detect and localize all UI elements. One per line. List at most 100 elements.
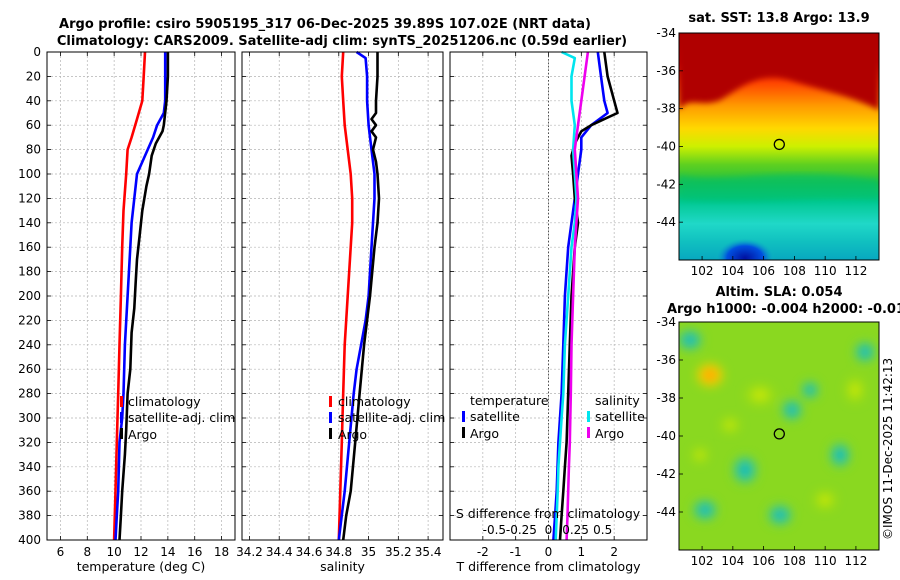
difference-series-s-satellite <box>554 50 578 541</box>
sst-warm-core <box>679 33 879 110</box>
y-tick-label-20: 20 <box>26 69 41 83</box>
figure-title-line1: Argo profile: csiro 5905195_317 06-Dec-2… <box>59 17 591 32</box>
legend-swatch-satellite-adj <box>120 412 123 423</box>
sla_map-x-tick-label-3: 108 <box>783 554 806 568</box>
legend-swatch-climatology-s <box>329 396 332 407</box>
y-tick-label-40: 40 <box>26 94 41 108</box>
legend-title-temperature: temperature <box>470 393 549 408</box>
sst-heatmap <box>679 33 879 260</box>
sla-map-title-line2: Argo h1000: -0.004 h2000: -0.01 <box>667 302 900 317</box>
salinity-series-satellite-adj-clim <box>337 50 376 541</box>
sst_map-y-tick-label-5: -44 <box>656 215 676 229</box>
legend-label-t-argo: Argo <box>470 426 499 441</box>
salinity-x-tick-label-0: 34.2 <box>236 545 263 559</box>
salinity-frame <box>241 51 444 541</box>
sla-argo-marker <box>773 428 785 440</box>
temperature-frame <box>46 51 236 541</box>
sla_map-x-tick-label-0: 102 <box>691 554 714 568</box>
y-tick-label-100: 100 <box>18 167 41 181</box>
salinity-x-tick-label-2: 34.6 <box>296 545 323 559</box>
y-tick-label-280: 280 <box>18 387 41 401</box>
y-tick-label-60: 60 <box>26 118 41 132</box>
s-difference-label: S difference from climatology <box>456 506 641 521</box>
y-tick-label-320: 320 <box>18 435 41 449</box>
y-tick-label-340: 340 <box>18 460 41 474</box>
legend-label-argo: Argo <box>128 427 157 442</box>
sla_map-x-tick-label-2: 106 <box>752 554 775 568</box>
sla_map-y-tick-label-3: -40 <box>656 429 676 443</box>
difference-series-s-argo <box>565 51 590 541</box>
sla_map-x-tick-label-1: 104 <box>721 554 744 568</box>
sla_map-y-tick-label-1: -36 <box>656 353 676 367</box>
y-tick-label-0: 0 <box>33 45 41 59</box>
sst-map-title: sat. SST: 13.8 Argo: 13.9 <box>688 11 869 26</box>
temperature-legend: climatology satellite-adj. clim Argo <box>120 394 235 442</box>
sst_map-x-tick-label-5: 112 <box>844 264 867 278</box>
temperature-x-tick-label-1: 8 <box>83 545 91 559</box>
legend-label-s-argo: Argo <box>595 426 624 441</box>
sst-argo-marker <box>773 138 785 151</box>
temperature-x-tick-label-4: 14 <box>160 545 175 559</box>
legend-swatch-satellite-adj-s <box>329 412 332 423</box>
temperature-x-axis-label: temperature (deg C) <box>77 559 206 574</box>
temperature-x-tick-label-0: 6 <box>57 545 65 559</box>
sst-map-axes: 102 104 106 108 110 112 -34 -36 -38 -40 -42 -44 <box>656 26 867 278</box>
difference-series-t-argo <box>558 51 619 541</box>
legend-label-satellite-adj: satellite-adj. clim <box>128 410 235 425</box>
temperature-series-satellite-adj-clim <box>114 52 167 541</box>
difference-panel: -2 -1 0 1 2T difference from climatology <box>449 50 648 574</box>
salinity-panel: 34.2 34.4 34.6 34.8 35 35.2 35.4 salinity <box>236 50 444 574</box>
sst-cold-eddy <box>715 238 775 260</box>
legend-swatch-argo <box>120 428 123 439</box>
sst_map-x-tick-label-2: 106 <box>752 264 775 278</box>
sst_map-y-tick-label-4: -42 <box>656 177 676 191</box>
s-diff-tick-label-0: -0.5 <box>483 523 506 537</box>
sla-map-axes: 102 104 106 108 110 112 -34 -36 -38 -40 -42 -44 <box>656 315 867 568</box>
sla_map-y-tick-label-4: -42 <box>656 467 676 481</box>
salinity-x-tick-label-3: 34.8 <box>325 545 352 559</box>
legend-label-climatology: climatology <box>128 394 201 409</box>
y-tick-label-380: 380 <box>18 509 41 523</box>
legend-swatch-t-argo <box>462 427 465 438</box>
salinity-x-axis-label: salinity <box>320 559 365 574</box>
y-tick-label-200: 200 <box>18 289 41 303</box>
legend-label-s-satellite: satellite <box>595 409 645 424</box>
sst-green-band <box>679 174 879 202</box>
legend-title-salinity: salinity <box>595 393 640 408</box>
difference-x-tick-label-4: 2 <box>610 545 618 559</box>
temperature-series-climatology <box>112 51 147 541</box>
y-tick-label-300: 300 <box>18 411 41 425</box>
sst_map-y-tick-label-1: -36 <box>656 64 676 78</box>
sla_map-x-tick-label-5: 112 <box>844 554 867 568</box>
legend-label-t-satellite: satellite <box>470 409 520 424</box>
y-tick-label-400: 400 <box>18 533 41 547</box>
legend-swatch-argo-s <box>329 428 332 439</box>
legend-label-argo-s: Argo <box>338 427 367 442</box>
legend-swatch-s-satellite <box>587 411 590 422</box>
difference-x-tick-label-1: -1 <box>510 545 522 559</box>
y-tick-label-140: 140 <box>18 216 41 230</box>
s-difference-ticks: -0.5 -0.25 0 0.25 0.5 <box>483 523 613 537</box>
legend-label-climatology-s: climatology <box>338 394 411 409</box>
difference-x-axis-label: T difference from climatology <box>455 559 641 574</box>
s-diff-tick-label-1: -0.25 <box>506 523 537 537</box>
sla-heatmap <box>679 322 879 550</box>
difference-frame <box>449 51 648 541</box>
y-tick-label-80: 80 <box>26 143 41 157</box>
legend-label-satellite-adj-s: satellite-adj. clim <box>338 410 445 425</box>
temperature-x-tick-label-3: 12 <box>133 545 148 559</box>
temperature-panel: 0 20 40 60 80 100 120 140 160 180 200 220 240 260 280 3… <box>18 45 236 574</box>
sst_map-x-tick-label-4: 110 <box>814 264 837 278</box>
sla_map-y-tick-label-5: -44 <box>656 505 676 519</box>
salinity-series-climatology <box>337 51 354 541</box>
temperature-x-tick-label-6: 18 <box>214 545 229 559</box>
difference-x-tick-label-3: 1 <box>578 545 586 559</box>
salinity-legend: climatology satellite-adj. clim Argo <box>329 394 445 442</box>
s-diff-tick-label-4: 0.5 <box>593 523 612 537</box>
y-tick-label-260: 260 <box>18 362 41 376</box>
sla-map-title-line1: Altim. SLA: 0.054 <box>716 285 843 300</box>
salinity-series-argo <box>341 52 381 541</box>
salinity-x-tick-label-4: 35 <box>361 545 376 559</box>
salinity-x-tick-label-6: 35.4 <box>415 545 442 559</box>
